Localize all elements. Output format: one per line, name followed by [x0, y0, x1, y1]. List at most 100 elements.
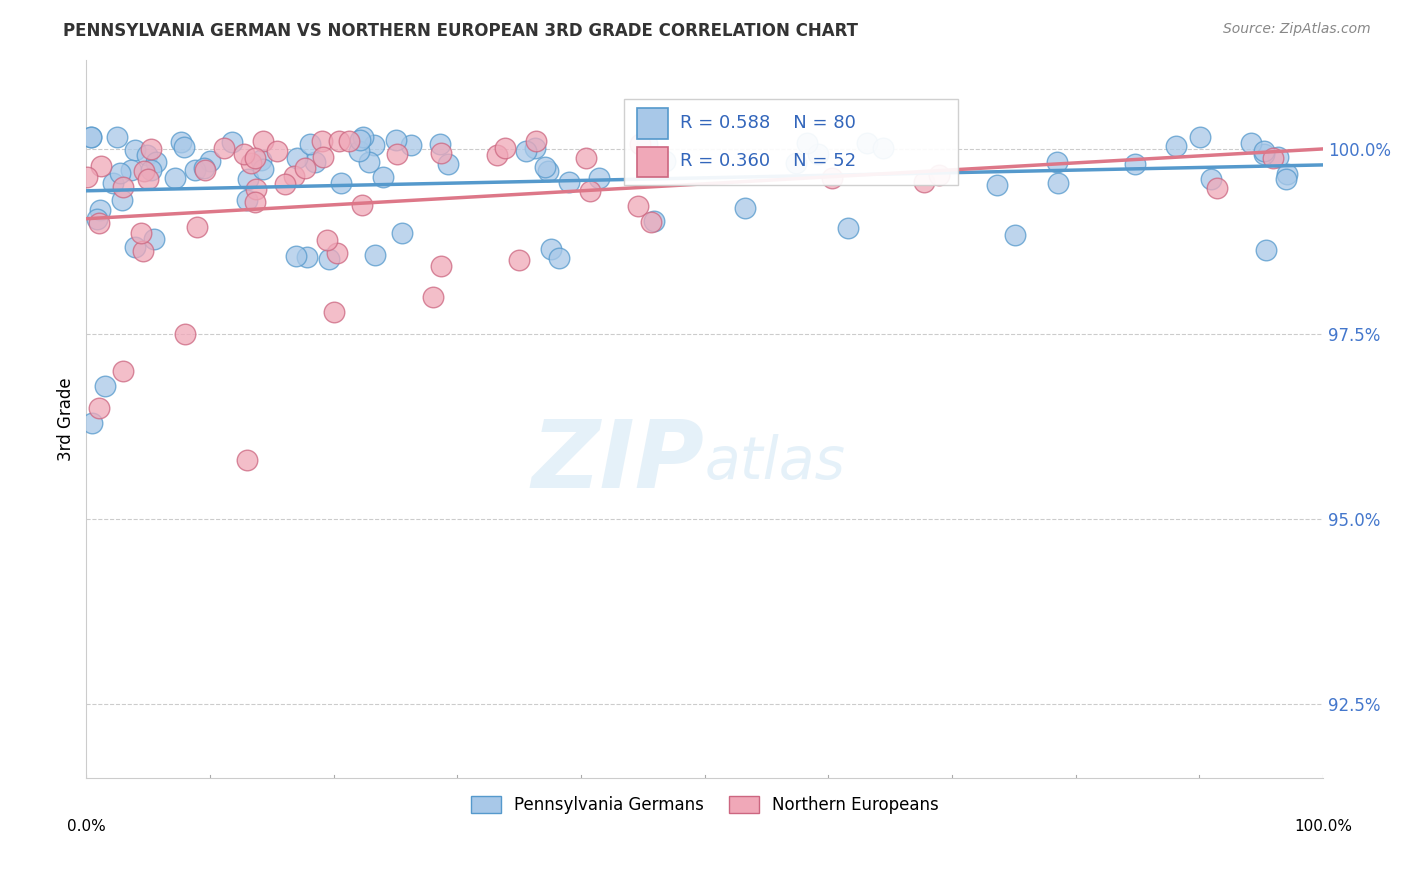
Point: [295, 250, 318, 264]
Point: [170, 135, 193, 149]
Point: [821, 171, 844, 186]
Point: [141, 163, 163, 178]
Point: [575, 151, 598, 165]
Text: ZIP: ZIP: [531, 417, 704, 508]
Point: [1046, 176, 1069, 190]
Point: [912, 175, 935, 189]
Point: [533, 160, 555, 174]
Point: [315, 233, 337, 247]
Point: [124, 240, 146, 254]
Point: [807, 147, 830, 161]
Point: [132, 244, 155, 258]
Point: [186, 220, 208, 235]
Point: [1240, 136, 1263, 150]
Text: R = 0.588    N = 80: R = 0.588 N = 80: [681, 114, 856, 132]
Point: [134, 164, 156, 178]
Text: atlas: atlas: [704, 434, 846, 491]
Point: [385, 132, 408, 146]
Point: [86, 211, 108, 226]
Point: [184, 162, 207, 177]
Point: [337, 134, 360, 148]
Y-axis label: 3rd Grade: 3rd Grade: [58, 377, 75, 461]
Point: [90, 159, 112, 173]
Point: [89, 216, 111, 230]
Point: [429, 146, 451, 161]
Point: [1261, 151, 1284, 165]
Point: [350, 198, 373, 212]
Point: [986, 178, 1008, 193]
Point: [1188, 130, 1211, 145]
Point: [294, 161, 316, 175]
Point: [232, 147, 254, 161]
Point: [349, 133, 371, 147]
Point: [547, 251, 569, 265]
Point: [1253, 145, 1275, 159]
Point: [108, 166, 131, 180]
Point: [311, 134, 333, 148]
Point: [266, 144, 288, 158]
Point: [627, 199, 650, 213]
Point: [87, 401, 110, 415]
Point: [298, 137, 321, 152]
Point: [285, 152, 308, 166]
Point: [89, 203, 111, 218]
Point: [347, 144, 370, 158]
Point: [194, 163, 217, 178]
Point: [111, 179, 134, 194]
Point: [872, 141, 894, 155]
Point: [399, 138, 422, 153]
Point: [364, 248, 387, 262]
Point: [285, 249, 308, 263]
Point: [145, 154, 167, 169]
Point: [124, 143, 146, 157]
Point: [363, 138, 385, 153]
Point: [628, 137, 651, 152]
Point: [1274, 171, 1296, 186]
Point: [508, 252, 530, 267]
Point: [588, 170, 610, 185]
Point: [174, 326, 197, 341]
Point: [322, 304, 344, 318]
Point: [76, 169, 98, 184]
Point: [385, 147, 408, 161]
Point: [373, 169, 395, 184]
Point: [524, 134, 547, 148]
Text: 0.0%: 0.0%: [67, 819, 105, 834]
Point: [105, 130, 128, 145]
Point: [422, 290, 444, 304]
Text: Source: ZipAtlas.com: Source: ZipAtlas.com: [1223, 22, 1371, 37]
Point: [437, 157, 460, 171]
Point: [131, 226, 153, 240]
Point: [837, 221, 859, 235]
Point: [391, 226, 413, 240]
Point: [243, 194, 266, 209]
Point: [139, 142, 162, 156]
Point: [578, 184, 600, 198]
Point: [274, 178, 297, 192]
Point: [352, 130, 374, 145]
Point: [1199, 172, 1222, 186]
Legend: Pennsylvania Germans, Northern Europeans: Pennsylvania Germans, Northern Europeans: [464, 789, 945, 821]
Point: [1166, 139, 1188, 153]
Point: [326, 246, 349, 260]
Point: [236, 452, 259, 467]
Point: [112, 364, 135, 378]
Point: [329, 177, 352, 191]
Point: [143, 232, 166, 246]
Point: [558, 175, 581, 189]
Point: [540, 242, 562, 256]
Point: [485, 148, 508, 162]
Point: [82, 416, 104, 430]
Point: [1254, 243, 1277, 257]
Point: [928, 168, 950, 182]
Point: [643, 214, 665, 228]
Point: [537, 164, 560, 178]
Point: [328, 134, 350, 148]
Point: [1045, 154, 1067, 169]
Point: [429, 260, 451, 274]
Point: [1253, 147, 1275, 161]
Point: [163, 171, 186, 186]
Point: [252, 161, 274, 176]
Point: [312, 150, 335, 164]
Point: [239, 156, 262, 170]
